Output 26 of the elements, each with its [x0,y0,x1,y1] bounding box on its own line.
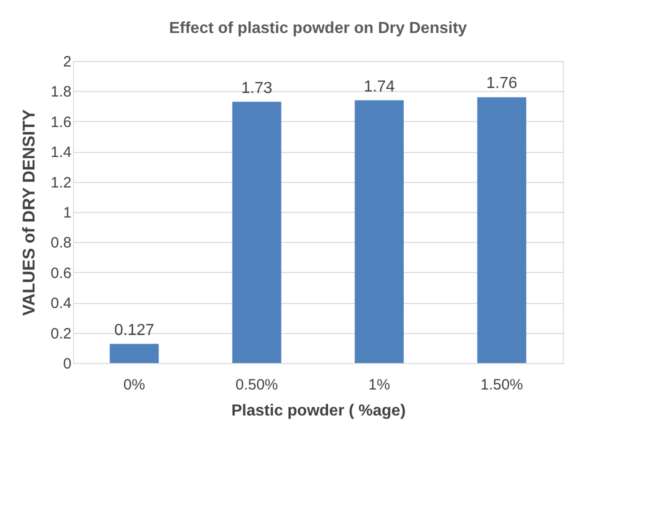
x-tick-label: 1% [368,376,390,394]
data-label: 1.74 [364,78,395,96]
chart-title: Effect of plastic powder on Dry Density [169,20,468,37]
y-tick-label: 0.6 [50,264,72,282]
y-tick-label: 0.8 [50,234,72,252]
y-tick-label: 0.4 [50,295,72,312]
y-tick-label: 1.2 [50,174,72,192]
x-tick-label: 0.50% [235,376,278,394]
bar [477,97,526,363]
y-tick-label: 1.6 [50,114,72,131]
x-tick-label: 0% [123,376,146,394]
bar [232,102,282,363]
y-tick-label: 1.4 [50,144,72,162]
data-label: 0.127 [114,322,154,339]
y-tick-label: 0.2 [50,325,72,342]
y-tick-label: 1.8 [50,84,72,101]
y-tick-label: 1 [63,204,72,222]
x-tick-label: 1.50% [480,376,524,394]
bar [354,100,404,363]
y-tick-label: 2 [63,54,72,70]
data-label: 1.76 [486,75,518,92]
y-axis-title: VALUES of DRY DENSITY [20,108,39,316]
data-label: 1.73 [241,80,272,97]
bar [110,344,159,363]
x-axis-title: Plastic powder ( %age) [231,402,406,420]
y-tick-label: 0 [63,356,72,372]
